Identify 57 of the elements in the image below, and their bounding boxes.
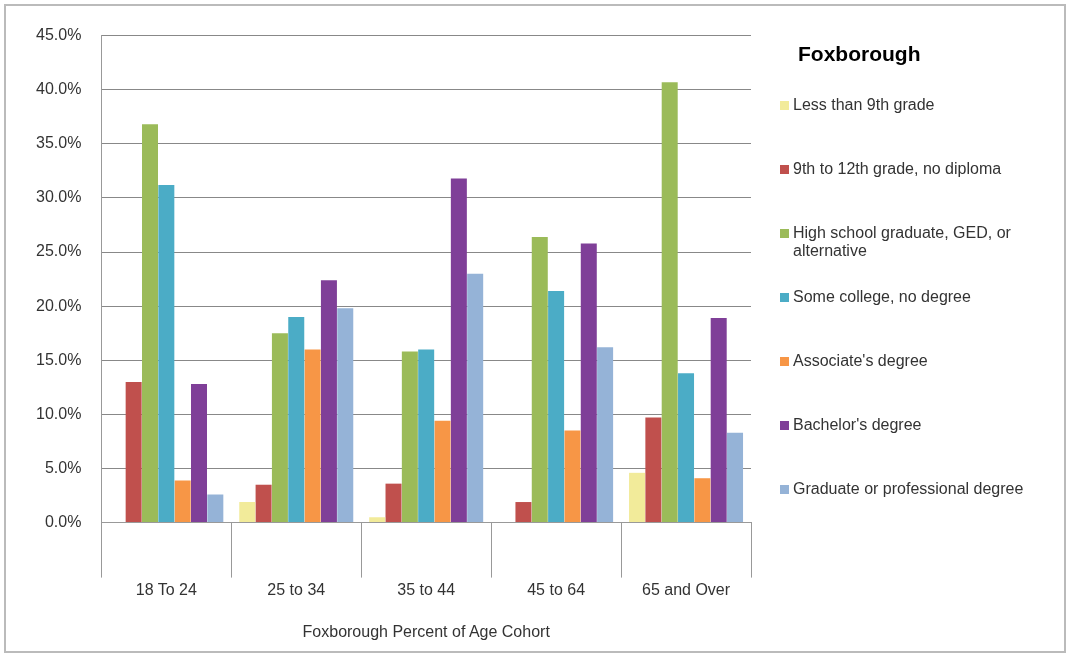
bar [548, 291, 565, 523]
bar [158, 184, 175, 523]
y-tick-label: 35.0% [35, 134, 82, 152]
legend-label: Graduate or professional degree [793, 480, 1024, 498]
bar [401, 351, 418, 523]
y-tick-label: 25.0% [35, 242, 82, 260]
bar [125, 381, 142, 523]
bar [727, 432, 744, 523]
legend-label: Associate's degree [793, 352, 928, 370]
y-tick-label: 5.0% [44, 458, 82, 476]
y-tick-label: 30.0% [35, 188, 82, 206]
bar [255, 484, 272, 523]
x-axis-title: Foxborough Percent of Age Cohort [302, 622, 551, 640]
legend-label: 9th to 12th grade, no diploma [793, 160, 1002, 178]
bar [207, 494, 224, 523]
bar [271, 333, 288, 523]
bar [450, 178, 467, 523]
bar [369, 517, 386, 523]
bar [580, 243, 597, 523]
bar [467, 273, 484, 523]
y-tick-label: 20.0% [35, 296, 82, 314]
bar [337, 308, 354, 523]
y-tick-label: 45.0% [35, 26, 82, 44]
bar [710, 318, 727, 523]
x-tick-label: 45 to 64 [527, 580, 586, 598]
y-tick-label: 40.0% [35, 80, 82, 98]
legend-label: High school graduate, GED, or alternative [793, 224, 1012, 260]
bar [320, 280, 337, 523]
bar [288, 316, 305, 523]
bar [661, 82, 678, 523]
y-tick-label: 10.0% [35, 404, 82, 422]
bar [515, 502, 532, 523]
bar [564, 430, 581, 523]
bar [141, 124, 158, 523]
bar [694, 478, 711, 523]
bar [597, 347, 614, 523]
bar [174, 480, 191, 523]
bar [678, 373, 695, 523]
x-tick-label: 65 and Over [642, 580, 731, 598]
bar [239, 502, 256, 523]
bar [190, 384, 207, 523]
legend-label: Some college, no degree [793, 288, 971, 306]
bar [531, 236, 548, 523]
bar [645, 417, 662, 523]
bar [304, 349, 321, 523]
bar [629, 472, 646, 523]
bar [434, 420, 451, 523]
legend-label: Less than 9th grade [793, 96, 935, 114]
legend-title: Foxborough [798, 42, 922, 66]
y-tick-label: 15.0% [35, 350, 82, 368]
y-tick-label: 0.0% [44, 513, 82, 531]
x-tick-label: 35 to 44 [397, 580, 456, 598]
bar [418, 349, 435, 523]
legend-label: Bachelor's degree [793, 416, 922, 434]
bar [385, 483, 402, 523]
x-tick-label: 18 To 24 [135, 580, 197, 598]
x-tick-label: 25 to 34 [267, 580, 326, 598]
